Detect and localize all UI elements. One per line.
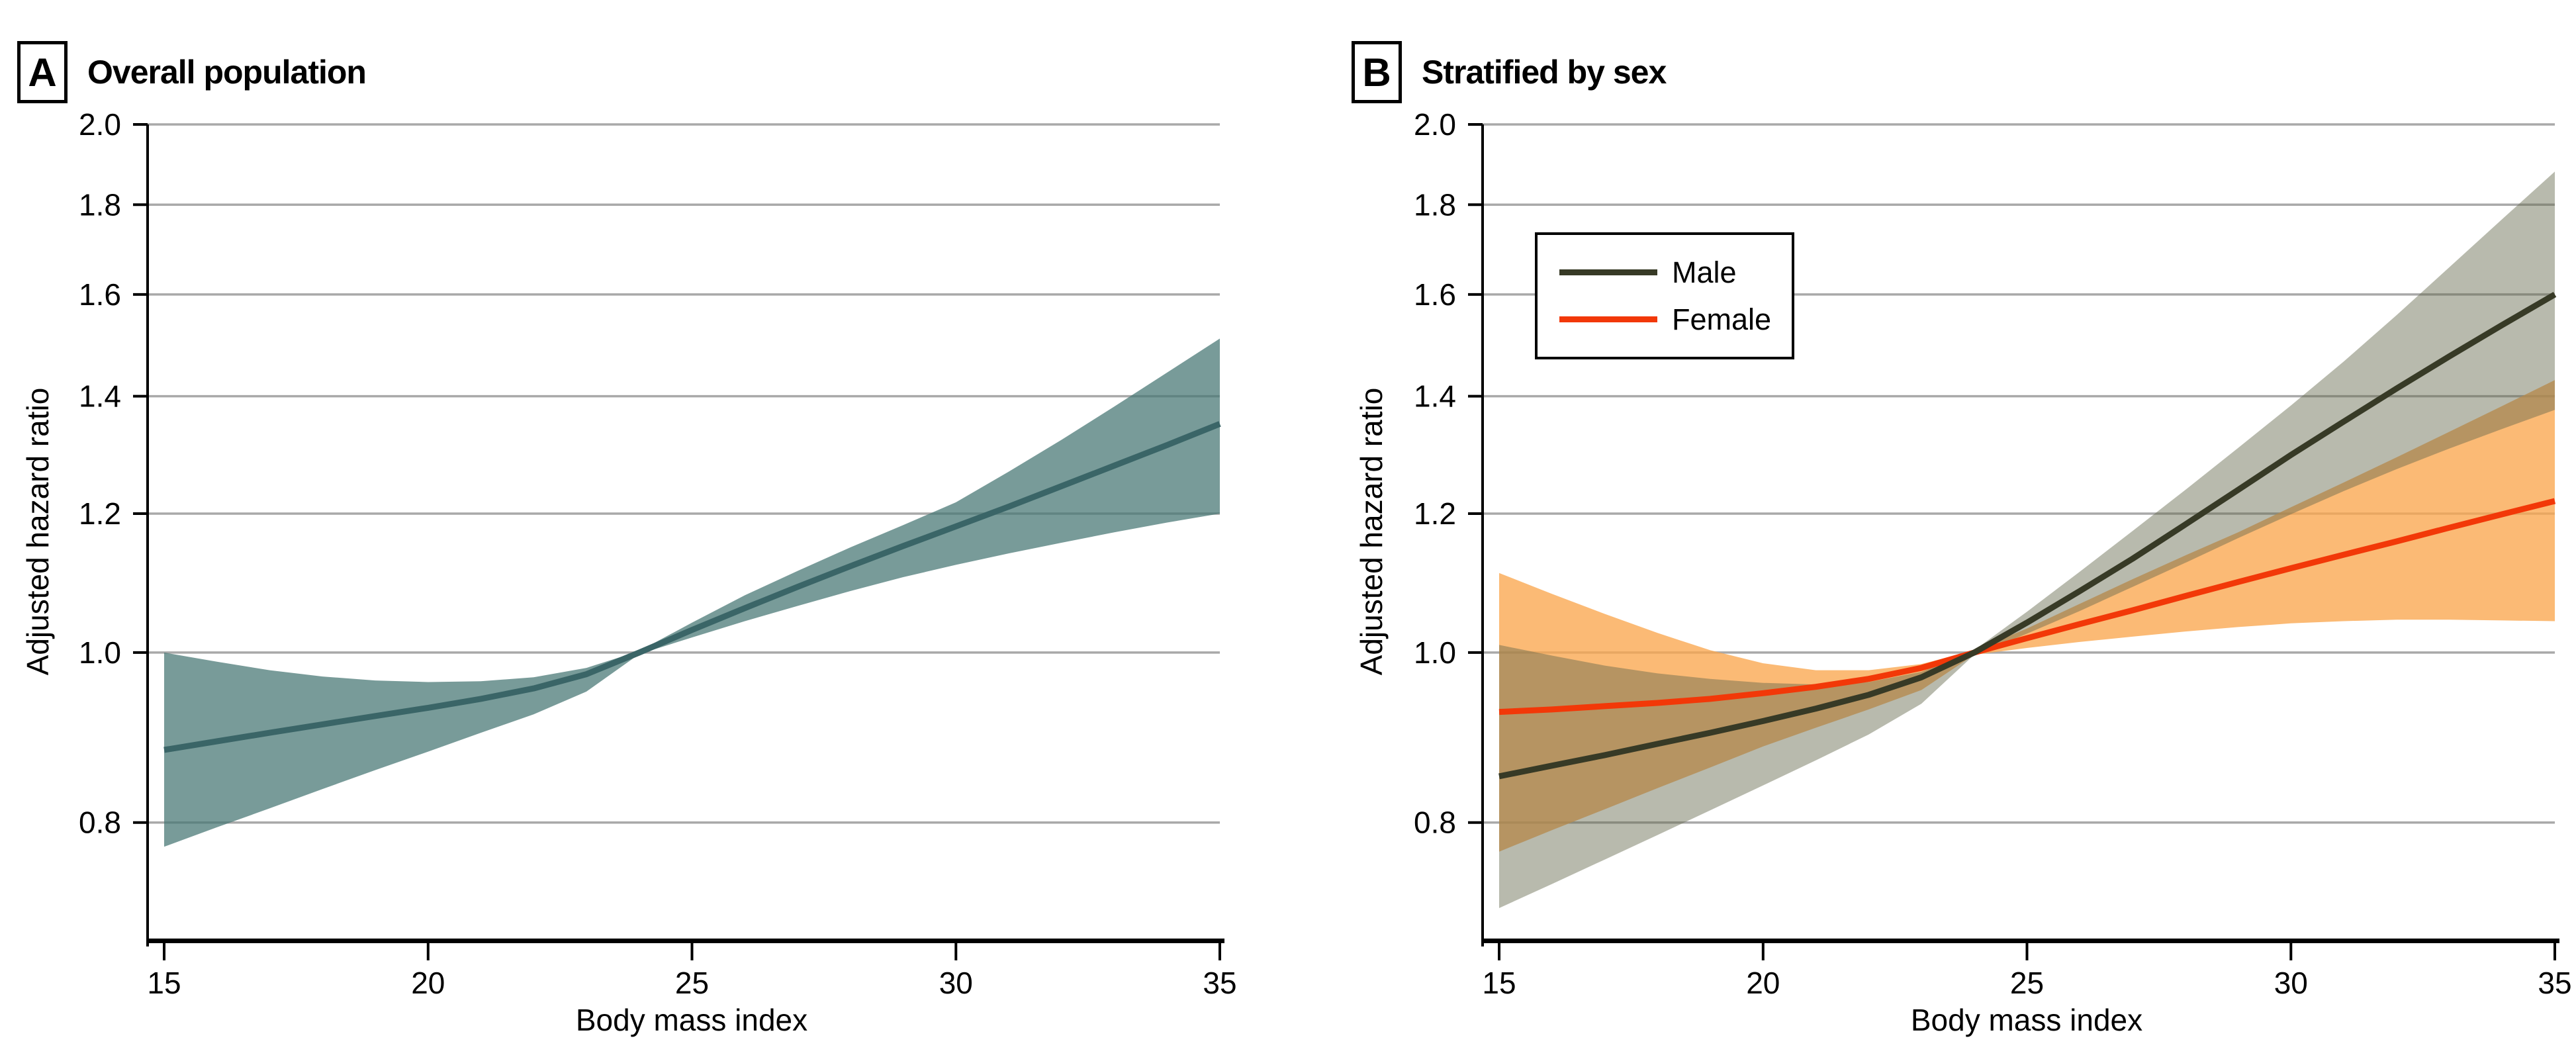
panel-a-ci-bands (164, 338, 1220, 847)
panel-a-axes: 2.0 1.8 1.6 1.4 1.2 1.0 0.8 15 20 25 30 35 (79, 107, 1237, 1000)
panel-a-gridlines (148, 123, 1220, 824)
panel-a-y-tick-label-1.2: 1.2 (79, 496, 121, 531)
panel-a-lines (163, 421, 1221, 753)
panel-b-y-tick-label-2: 2.0 (1414, 107, 1456, 142)
panel-b-x-tick-label-25: 25 (2010, 966, 2044, 1000)
panel-a-x-axis-line (146, 939, 1224, 943)
panel-a-y-tick-label-1.6: 1.6 (79, 277, 121, 312)
panel-b-x-axis-line (1481, 939, 2559, 943)
panel-b-x-tick-label-30: 30 (2274, 966, 2308, 1000)
panel-a-x-tick-label-30: 30 (939, 966, 973, 1000)
panel-b-y-axis-title: Adjusted hazard ratio (1354, 387, 1389, 676)
panel-a-y-tick-label-1: 1.0 (79, 635, 121, 670)
panel-a-y-tick-label-1.4: 1.4 (79, 379, 121, 414)
panel-b-x-tick-label-15: 15 (1482, 966, 1516, 1000)
legend-male-label: Male (1672, 255, 1737, 289)
panel-a-tag-box: A (17, 41, 68, 103)
panel-b-female-ci-band (1499, 380, 2555, 852)
panel-a-x-tick-label-15: 15 (147, 966, 181, 1000)
panel-b-y-tick-label-0.8: 0.8 (1414, 806, 1456, 840)
panel-b-title: Stratified by sex (1422, 54, 1667, 91)
panel-b-male-line (1498, 292, 2557, 780)
legend-female-label: Female (1672, 302, 1772, 336)
panel-a-y-tick-label-2: 2.0 (79, 107, 121, 142)
panel-b-y-tick-label-1.8: 1.8 (1414, 187, 1456, 222)
panel-b-tag: B (1362, 50, 1391, 95)
panel-b-y-tick-label-1: 1.0 (1414, 635, 1456, 670)
legend: Male Female (1535, 232, 1794, 359)
panel-b-x-tick-label-35: 35 (2538, 966, 2571, 1000)
panel-a-x-tick-label-25: 25 (675, 966, 709, 1000)
legend-male-line-swatch (1559, 269, 1657, 275)
panel-b: 2.0 1.8 1.6 1.4 1.2 1.0 0.8 15 20 25 30 35 (1414, 107, 2572, 1000)
panel-a-title: Overall population (87, 54, 367, 91)
panel-b-lines (1498, 292, 2557, 780)
panel-a-x-tick-label-35: 35 (1203, 966, 1236, 1000)
panel-a-tag: A (28, 50, 57, 95)
panel-b-tag-box: B (1352, 41, 1402, 103)
legend-row-female: Female (1559, 304, 1792, 334)
panel-a-overall-ci-band (164, 338, 1220, 847)
panel-b-female-line (1498, 498, 2556, 715)
panel-b-axes: 2.0 1.8 1.6 1.4 1.2 1.0 0.8 15 20 25 30 35 (1414, 107, 2572, 1000)
legend-female-line-swatch (1559, 316, 1657, 322)
panel-a-x-tick-label-20: 20 (411, 966, 445, 1000)
panel-a-y-tick-label-0.8: 0.8 (79, 806, 121, 840)
panel-a-x-axis-title: Body mass index (575, 1003, 808, 1037)
panel-b-x-axis-title: Body mass index (1910, 1003, 2143, 1037)
panel-a-y-tick-label-1.8: 1.8 (79, 187, 121, 222)
panel-a: 2.0 1.8 1.6 1.4 1.2 1.0 0.8 15 20 25 30 35 (79, 107, 1237, 1000)
panel-a-y-axis-title: Adjusted hazard ratio (21, 387, 55, 676)
panel-b-x-tick-label-20: 20 (1746, 966, 1780, 1000)
legend-row-male: Male (1559, 257, 1792, 287)
panel-b-y-tick-label-1.4: 1.4 (1414, 379, 1456, 414)
panel-b-y-tick-label-1.2: 1.2 (1414, 496, 1456, 531)
panel-a-overall-line (163, 421, 1221, 753)
panel-b-y-tick-label-1.6: 1.6 (1414, 277, 1456, 312)
